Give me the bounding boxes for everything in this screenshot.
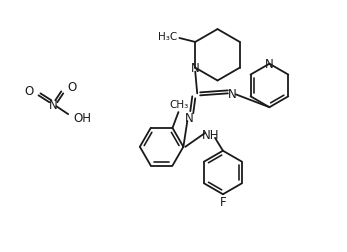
Text: H₃C: H₃C	[158, 32, 177, 42]
Text: N: N	[191, 62, 200, 75]
Text: O: O	[24, 85, 34, 98]
Text: N: N	[265, 58, 274, 71]
Text: N: N	[228, 87, 236, 101]
Text: N: N	[49, 98, 58, 111]
Text: CH₃: CH₃	[170, 100, 189, 110]
Text: F: F	[220, 195, 226, 208]
Text: OH: OH	[73, 111, 91, 124]
Text: NH: NH	[202, 129, 220, 142]
Text: O: O	[67, 81, 76, 93]
Text: N: N	[185, 111, 194, 124]
